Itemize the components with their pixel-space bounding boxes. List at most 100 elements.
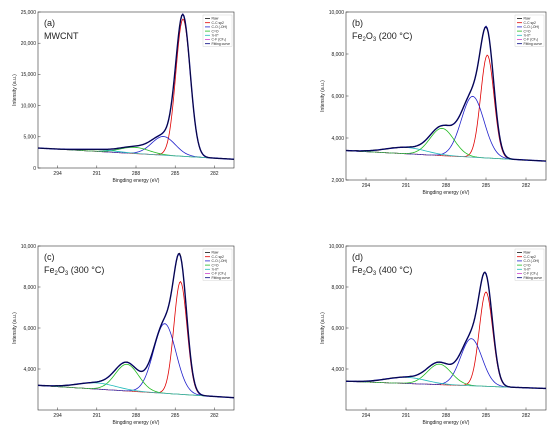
sample-name: Fe2O3 (200 °C) xyxy=(352,31,412,43)
raw-curve xyxy=(37,252,235,398)
legend-label: C=O xyxy=(212,263,219,267)
panel-label: (c) xyxy=(44,252,55,262)
y-tick-label: 10,000 xyxy=(329,10,345,16)
chart-panel-3: 4,000 6,000 8,000 10,000 294 291 288 285 282 Bing… xyxy=(12,244,235,426)
y-tick-label: 8,000 xyxy=(331,52,344,58)
sample-name: MWCNT xyxy=(44,31,79,41)
x-tick-label: 282 xyxy=(522,413,531,419)
legend-label: C-F (CF₂) xyxy=(524,272,539,276)
legend-label: C-O (-OH) xyxy=(524,25,540,29)
x-axis-label: Bingding energy (eV) xyxy=(113,178,160,184)
legend-label: C-F (CF₂) xyxy=(212,272,227,276)
legend-label: Fitting curve xyxy=(212,42,231,46)
legend-label: Raw xyxy=(212,251,219,255)
legend-label: C-C sp2 xyxy=(212,255,225,259)
y-axis-label: Intensity (a.u.) xyxy=(320,312,326,344)
y-axis-label: Intensity (a.u.) xyxy=(320,80,326,112)
x-tick-label: 288 xyxy=(442,183,451,189)
x-tick-label: 291 xyxy=(93,413,102,419)
panel-label: (a) xyxy=(44,18,55,28)
x-tick-label: 294 xyxy=(53,413,62,419)
x-tick-label: 285 xyxy=(482,413,491,419)
x-tick-label: 282 xyxy=(210,171,219,177)
legend-label: C-O (-OH) xyxy=(212,25,228,29)
legend-label: Fitting curve xyxy=(524,276,543,280)
legend-label: π-π* xyxy=(524,34,532,38)
legend-label: C=O xyxy=(524,29,531,33)
x-tick-label: 288 xyxy=(442,413,451,419)
legend-label: C=O xyxy=(524,263,531,267)
legend-label: C-C sp2 xyxy=(212,21,225,25)
y-tick-label: 10,000 xyxy=(21,103,37,109)
x-tick-label: 285 xyxy=(171,171,180,177)
legend-label: Raw xyxy=(524,251,531,255)
y-tick-label: 10,000 xyxy=(329,244,345,250)
legend-label: Fitting curve xyxy=(212,276,231,280)
sample-name: Fe2O3 (400 °C) xyxy=(352,265,412,277)
x-axis-label: Bingding energy (eV) xyxy=(423,190,470,196)
y-axis-label: Intensity (a.u.) xyxy=(12,312,18,344)
chart-panel-2: 2,000 4,000 6,000 8,000 10,000 294 291 288 285 28… xyxy=(320,10,547,196)
x-tick-label: 291 xyxy=(402,183,411,189)
peak-curve-c-o-oh- xyxy=(37,323,235,399)
y-tick-label: 6,000 xyxy=(331,94,344,100)
raw-curve xyxy=(345,27,547,162)
peak-curve-c-c-sp2 xyxy=(37,281,235,399)
legend-label: C-C sp2 xyxy=(524,21,537,25)
raw-curve xyxy=(345,272,547,389)
x-axis-label: Bingding energy (eV) xyxy=(113,420,160,426)
legend-label: Raw xyxy=(524,17,531,21)
baseline-curve xyxy=(345,150,547,162)
x-tick-label: 291 xyxy=(93,171,102,177)
y-tick-label: 2,000 xyxy=(331,178,344,184)
x-axis-label: Bingding energy (eV) xyxy=(423,420,470,426)
y-tick-label: 4,000 xyxy=(23,367,36,373)
peak-curve-c-c-sp2 xyxy=(345,54,547,162)
y-tick-label: 0 xyxy=(33,166,36,172)
x-tick-label: 294 xyxy=(362,413,371,419)
y-tick-label: 8,000 xyxy=(23,285,36,291)
raw-curve xyxy=(37,14,235,160)
legend-label: π-π* xyxy=(524,268,532,272)
y-tick-label: 10,000 xyxy=(21,244,37,250)
x-tick-label: 285 xyxy=(171,413,180,419)
chart-panel-1: 0 5,000 10,000 15,000 20,000 25,000 294 291 288 2… xyxy=(12,10,235,184)
legend-label: C-C sp2 xyxy=(524,255,537,259)
legend-label: Fitting curve xyxy=(524,42,543,46)
x-tick-label: 291 xyxy=(402,413,411,419)
legend-label: π-π* xyxy=(212,268,220,272)
legend-label: C=O xyxy=(212,29,219,33)
legend-label: C-F (CF₂) xyxy=(212,38,227,42)
y-tick-label: 6,000 xyxy=(23,326,36,332)
legend-label: C-O (-OH) xyxy=(212,259,228,263)
legend-label: π-π* xyxy=(212,34,220,38)
fitting-curve xyxy=(345,25,547,162)
legend-label: Raw xyxy=(212,17,219,21)
panel-label: (b) xyxy=(352,18,363,28)
y-tick-label: 8,000 xyxy=(331,285,344,291)
baseline-curve xyxy=(345,381,547,389)
sample-name: Fe2O3 (300 °C) xyxy=(44,265,104,277)
y-tick-label: 20,000 xyxy=(21,41,37,47)
x-tick-label: 282 xyxy=(522,183,531,189)
legend-label: C-F (CF₂) xyxy=(524,38,539,42)
y-tick-label: 4,000 xyxy=(331,367,344,373)
x-tick-label: 288 xyxy=(132,171,141,177)
panel-label: (d) xyxy=(352,252,363,262)
y-tick-label: 6,000 xyxy=(331,326,344,332)
peak-curve-c-o-oh- xyxy=(345,95,547,162)
x-tick-label: 288 xyxy=(132,413,141,419)
fitting-curve xyxy=(345,271,547,390)
chart-panel-4: 4,000 6,000 8,000 10,000 294 291 288 285 282 Bing… xyxy=(320,244,547,426)
y-tick-label: 25,000 xyxy=(21,10,37,16)
legend-label: C-O (-OH) xyxy=(524,259,540,263)
y-tick-label: 15,000 xyxy=(21,72,37,78)
baseline-curve xyxy=(37,385,235,398)
x-tick-label: 294 xyxy=(53,171,62,177)
y-tick-label: 4,000 xyxy=(331,136,344,142)
y-tick-label: 5,000 xyxy=(23,135,36,141)
